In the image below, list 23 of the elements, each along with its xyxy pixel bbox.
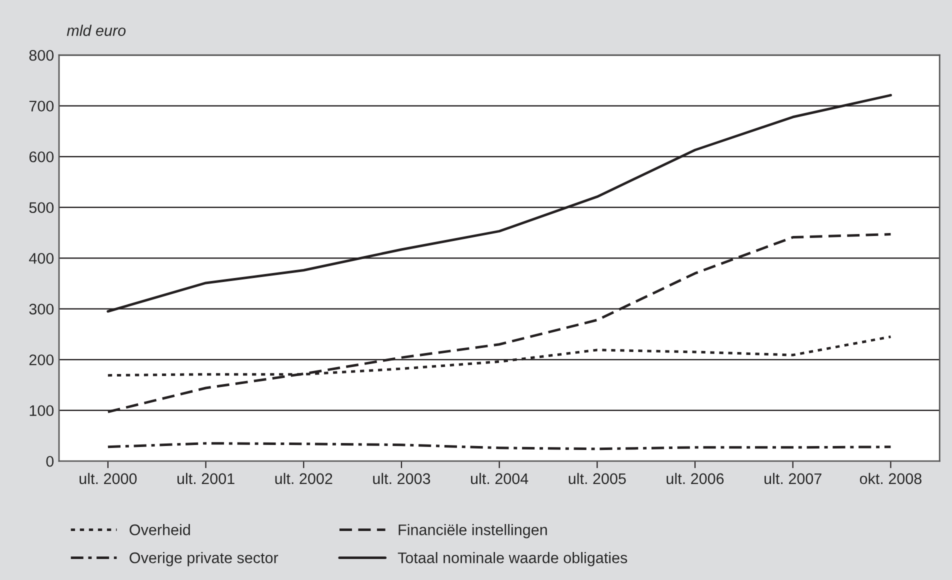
y-tick-label: 200 [29, 354, 54, 366]
x-tick-label: ult. 2002 [275, 472, 332, 484]
x-tick-label: ult. 2001 [177, 472, 234, 484]
y-tick-label: 500 [29, 202, 54, 214]
y-tick-label: 0 [46, 456, 54, 467]
x-tick-label: ult. 2007 [764, 472, 822, 484]
y-tick-label: 700 [29, 100, 54, 112]
x-tick-label: ult. 2000 [80, 472, 137, 484]
legend-label: Financiële instellingen [398, 524, 547, 538]
y-tick-label: 600 [29, 151, 54, 162]
y-tick-label: 400 [29, 252, 54, 264]
y-tick-label: 800 [29, 50, 54, 61]
legend-label: Overheid [130, 524, 190, 536]
x-tick-label: ult. 2006 [666, 472, 724, 484]
legend-label: Totaal nominale waarde obligaties [398, 552, 628, 566]
legend-label: Overige private sector [130, 552, 278, 566]
y-tick-label: 300 [29, 304, 54, 315]
y-tick-label: 100 [30, 405, 54, 416]
x-tick-label: ult. 2005 [568, 472, 626, 484]
x-tick-label: okt. 2008 [860, 472, 922, 484]
x-tick-label: ult. 2004 [471, 472, 528, 484]
x-tick-label: ult. 2003 [373, 472, 430, 484]
y-axis-title: mld euro [66, 24, 126, 36]
